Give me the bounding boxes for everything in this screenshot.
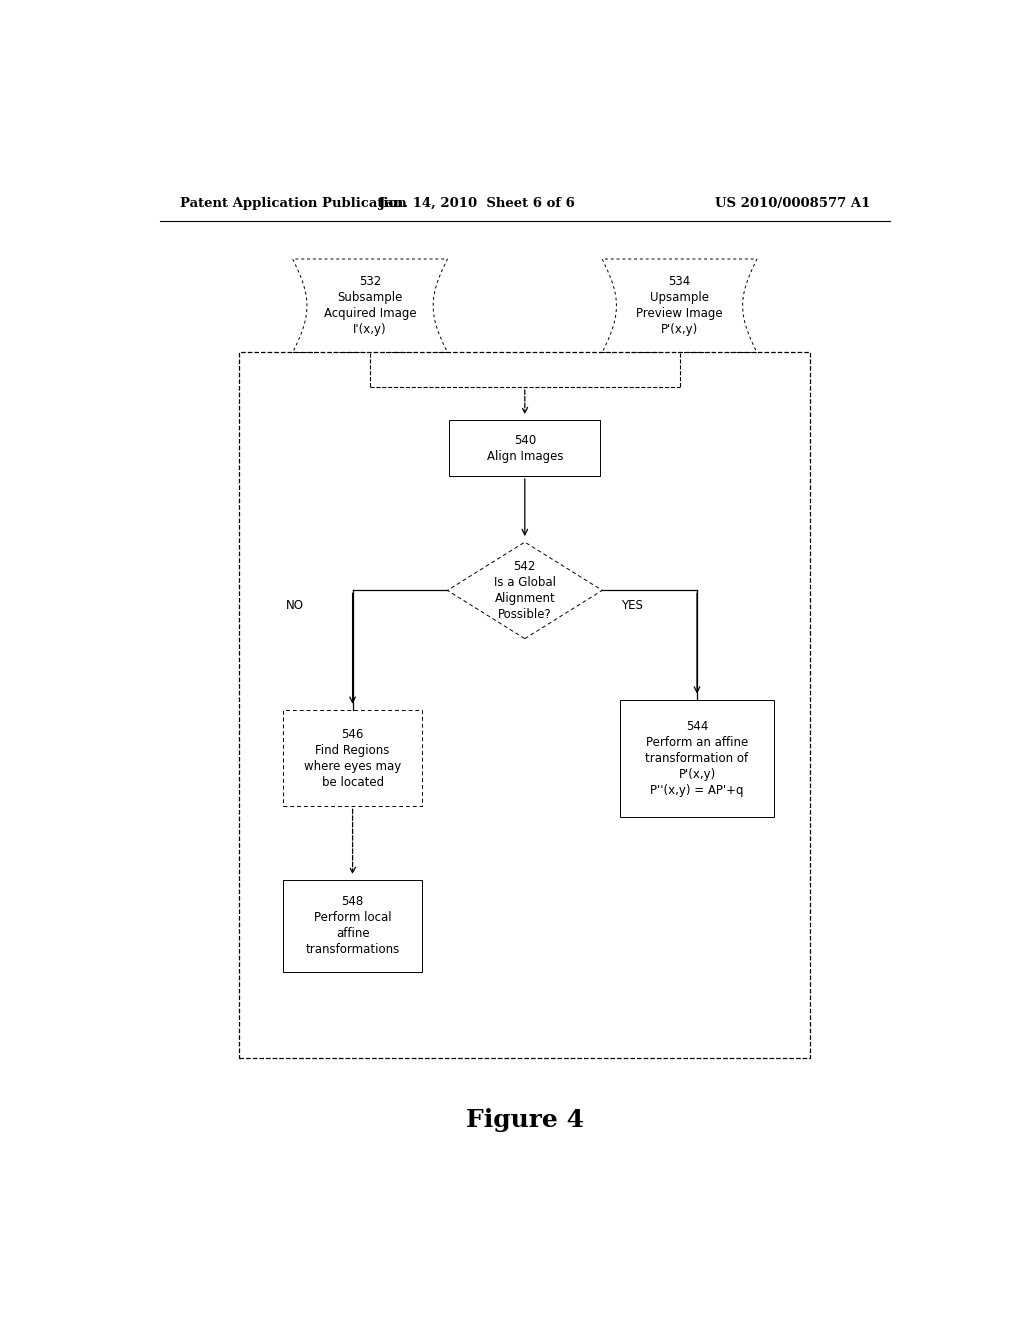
Bar — [284, 880, 422, 972]
Text: Patent Application Publication: Patent Application Publication — [179, 197, 407, 210]
Text: 534
Upsample
Preview Image
P'(x,y): 534 Upsample Preview Image P'(x,y) — [636, 276, 723, 337]
Text: NO: NO — [286, 599, 304, 612]
Text: 540
Align Images: 540 Align Images — [486, 433, 563, 462]
Text: YES: YES — [621, 599, 643, 612]
Bar — [284, 710, 422, 807]
Text: US 2010/0008577 A1: US 2010/0008577 A1 — [715, 197, 870, 210]
Text: 548
Perform local
affine
transformations: 548 Perform local affine transformations — [305, 895, 399, 956]
Text: 532
Subsample
Acquired Image
I'(x,y): 532 Subsample Acquired Image I'(x,y) — [324, 276, 417, 337]
Bar — [450, 420, 600, 477]
Text: Figure 4: Figure 4 — [466, 1107, 584, 1133]
Text: 544
Perform an affine
transformation of
P'(x,y)
P''(x,y) = AP'+q: 544 Perform an affine transformation of … — [645, 719, 749, 796]
Bar — [240, 351, 811, 1057]
Text: 542
Is a Global
Alignment
Possible?: 542 Is a Global Alignment Possible? — [494, 560, 556, 620]
Text: 546
Find Regions
where eyes may
be located: 546 Find Regions where eyes may be locat… — [304, 727, 401, 788]
Bar — [620, 700, 774, 817]
Text: Jan. 14, 2010  Sheet 6 of 6: Jan. 14, 2010 Sheet 6 of 6 — [379, 197, 575, 210]
